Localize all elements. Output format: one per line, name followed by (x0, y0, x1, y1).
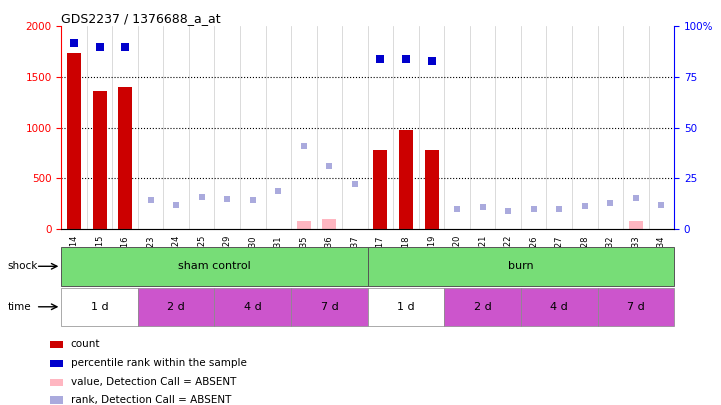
Text: rank, Detection Call = ABSENT: rank, Detection Call = ABSENT (71, 395, 231, 405)
Text: shock: shock (7, 261, 37, 271)
Text: burn: burn (508, 261, 534, 271)
Bar (425, 150, 438, 229)
Bar (61, 288, 138, 326)
Text: 4 d: 4 d (550, 302, 568, 312)
Text: count: count (71, 339, 100, 350)
Text: 1 d: 1 d (397, 302, 415, 312)
Text: 7 d: 7 d (627, 302, 645, 312)
Text: 4 d: 4 d (244, 302, 262, 312)
Bar (629, 221, 643, 229)
Text: 2 d: 2 d (474, 302, 492, 312)
Bar (291, 288, 368, 326)
Text: time: time (7, 302, 31, 312)
Text: 7 d: 7 d (321, 302, 338, 312)
Bar (138, 288, 215, 326)
Bar (399, 130, 413, 229)
Bar (598, 288, 674, 326)
Bar (322, 219, 337, 229)
Bar (50, 360, 63, 367)
Bar (92, 91, 107, 229)
Bar (215, 288, 291, 326)
Text: 2 d: 2 d (167, 302, 185, 312)
Text: GDS2237 / 1376688_a_at: GDS2237 / 1376688_a_at (61, 12, 221, 25)
Bar (50, 341, 63, 348)
Text: sham control: sham control (178, 261, 251, 271)
Bar (373, 150, 387, 229)
Bar (444, 288, 521, 326)
Bar (297, 221, 311, 229)
Text: percentile rank within the sample: percentile rank within the sample (71, 358, 247, 369)
Bar (521, 288, 598, 326)
Bar (50, 379, 63, 386)
Bar (368, 247, 674, 286)
Bar (368, 288, 444, 326)
Text: 1 d: 1 d (91, 302, 108, 312)
Bar (50, 396, 63, 403)
Bar (118, 87, 132, 229)
Bar (67, 53, 81, 229)
Text: value, Detection Call = ABSENT: value, Detection Call = ABSENT (71, 377, 236, 388)
Bar (61, 247, 368, 286)
